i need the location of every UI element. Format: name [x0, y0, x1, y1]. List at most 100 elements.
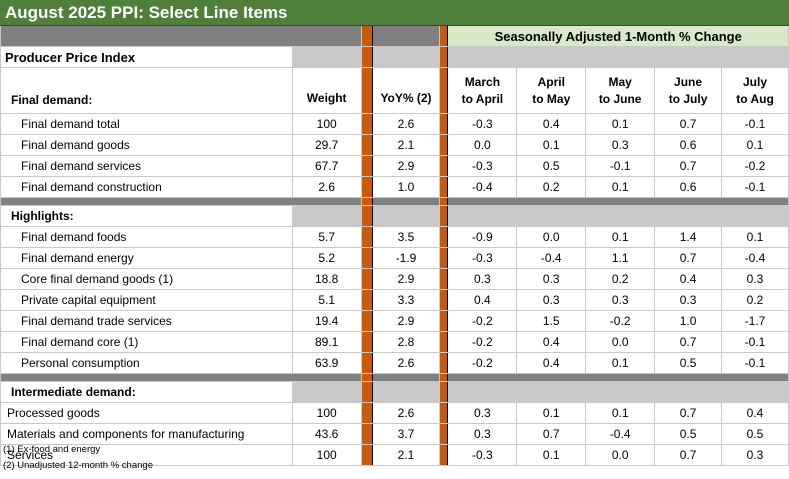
weight-value: 19.4: [291, 310, 362, 332]
month-value: 0.2: [721, 289, 789, 311]
month-value: 0.7: [516, 423, 587, 445]
row-label: Final demand core (1): [0, 331, 293, 353]
month-value: 0.4: [516, 331, 587, 353]
month-value: 1.5: [516, 310, 587, 332]
table-row: Materials and components for manufacturi…: [0, 423, 789, 445]
month-header-line2: to June: [598, 91, 642, 106]
month-value: 0.1: [585, 113, 656, 135]
orange-separator-right: [439, 197, 449, 206]
month-value: -1.7: [721, 310, 789, 332]
month-gray-cell: [654, 205, 723, 227]
month-header-line1: July: [743, 74, 768, 89]
month-value: 0.1: [585, 402, 656, 424]
month-value: 0.1: [516, 444, 587, 466]
section-intermediate: Intermediate demand:: [0, 381, 293, 403]
orange-separator-right: [439, 26, 449, 47]
row-label: Private capital equipment: [0, 289, 293, 311]
orange-separator-left: [360, 176, 373, 198]
month-value: -0.2: [721, 155, 789, 177]
month-gray-cell: [447, 381, 518, 403]
month-value: -0.2: [447, 331, 518, 353]
orange-separator-right: [439, 289, 449, 311]
month-value: 0.0: [516, 226, 587, 248]
month-value: -0.3: [447, 155, 518, 177]
month-gray-cell: [585, 381, 656, 403]
orange-separator-left: [360, 134, 373, 156]
orange-separator-left: [360, 381, 373, 403]
month-value: 0.7: [654, 113, 723, 135]
page-title: August 2025 PPI: Select Line Items: [0, 0, 789, 26]
yoy-value: 3.7: [371, 423, 441, 445]
month-value: 0.6: [654, 134, 723, 156]
month-value: 0.6: [654, 176, 723, 198]
weight-value: 29.7: [291, 134, 362, 156]
month-value: 0.5: [654, 423, 723, 445]
ppi-table: Seasonally Adjusted 1-Month % Change Prod…: [0, 26, 789, 466]
weight-value: 100: [291, 402, 362, 424]
yoy-value: 3.5: [371, 226, 441, 248]
month-value: 0.3: [654, 289, 723, 311]
section-row: Intermediate demand:: [0, 381, 789, 403]
orange-separator-right: [439, 155, 449, 177]
orange-separator-right: [439, 444, 449, 466]
row-label: Materials and components for manufacturi…: [0, 423, 293, 445]
yoy-value: 2.9: [371, 155, 441, 177]
month-value: 0.7: [654, 247, 723, 269]
orange-separator-left: [360, 197, 373, 206]
orange-separator-right: [439, 67, 449, 114]
row-label: Final demand energy: [0, 247, 293, 269]
month-value: 0.3: [721, 268, 789, 290]
month-value: -0.1: [721, 331, 789, 353]
orange-separator-right: [439, 310, 449, 332]
footnote-2: (2) Unadjusted 12-month % change: [3, 460, 153, 471]
orange-separator-left: [360, 205, 373, 227]
orange-separator-left: [360, 268, 373, 290]
month-gray-cell: [447, 46, 518, 68]
month-header-line1: June: [674, 74, 703, 89]
orange-separator-left: [360, 310, 373, 332]
orange-separator-left: [360, 247, 373, 269]
orange-separator-left: [360, 26, 373, 47]
month-header: March to April: [447, 67, 518, 114]
month-header: April to May: [516, 67, 587, 114]
month-value: -0.4: [721, 247, 789, 269]
yoy-value: 2.9: [371, 310, 441, 332]
month-value: -0.3: [447, 247, 518, 269]
month-value: -0.4: [447, 176, 518, 198]
yoy-gray-cell: [371, 205, 441, 227]
month-value: 0.4: [654, 268, 723, 290]
table-row: Final demand total 100 2.6 -0.3 0.4 0.1 0.7 -0.…: [0, 113, 789, 135]
month-header-line2: to May: [532, 91, 571, 106]
separator-bar: [0, 373, 362, 382]
weight-gray-cell: [291, 381, 362, 403]
seasonally-adjusted-header: Seasonally Adjusted 1-Month % Change: [447, 26, 789, 47]
month-value: -0.2: [447, 310, 518, 332]
yoy-value: 1.0: [371, 176, 441, 198]
separator-bar: [371, 373, 441, 382]
month-value: 0.3: [585, 134, 656, 156]
orange-separator-right: [439, 113, 449, 135]
row-label: Final demand total: [0, 113, 293, 135]
month-value: 0.3: [447, 268, 518, 290]
month-header: July to Aug: [721, 67, 789, 114]
month-value: 0.4: [447, 289, 518, 311]
orange-separator-left: [360, 402, 373, 424]
month-value: 0.5: [654, 352, 723, 374]
orange-separator-right: [439, 134, 449, 156]
month-value: 1.0: [654, 310, 723, 332]
row-label: Services: [0, 444, 293, 466]
weight-value: 43.6: [291, 423, 362, 445]
section-highlights: Highlights:: [0, 205, 293, 227]
table-row: Core final demand goods (1) 18.8 2.9 0.3 0.3…: [0, 268, 789, 290]
month-value: 0.3: [516, 289, 587, 311]
orange-separator-left: [360, 67, 373, 114]
orange-separator-right: [439, 381, 449, 403]
month-value: 0.1: [516, 134, 587, 156]
month-value: 0.1: [721, 134, 789, 156]
weight-gray-cell: [291, 205, 362, 227]
month-gray-cell: [447, 205, 518, 227]
orange-separator-left: [360, 423, 373, 445]
month-value: 0.2: [585, 268, 656, 290]
month-value: 0.1: [721, 226, 789, 248]
month-value: -0.4: [516, 247, 587, 269]
